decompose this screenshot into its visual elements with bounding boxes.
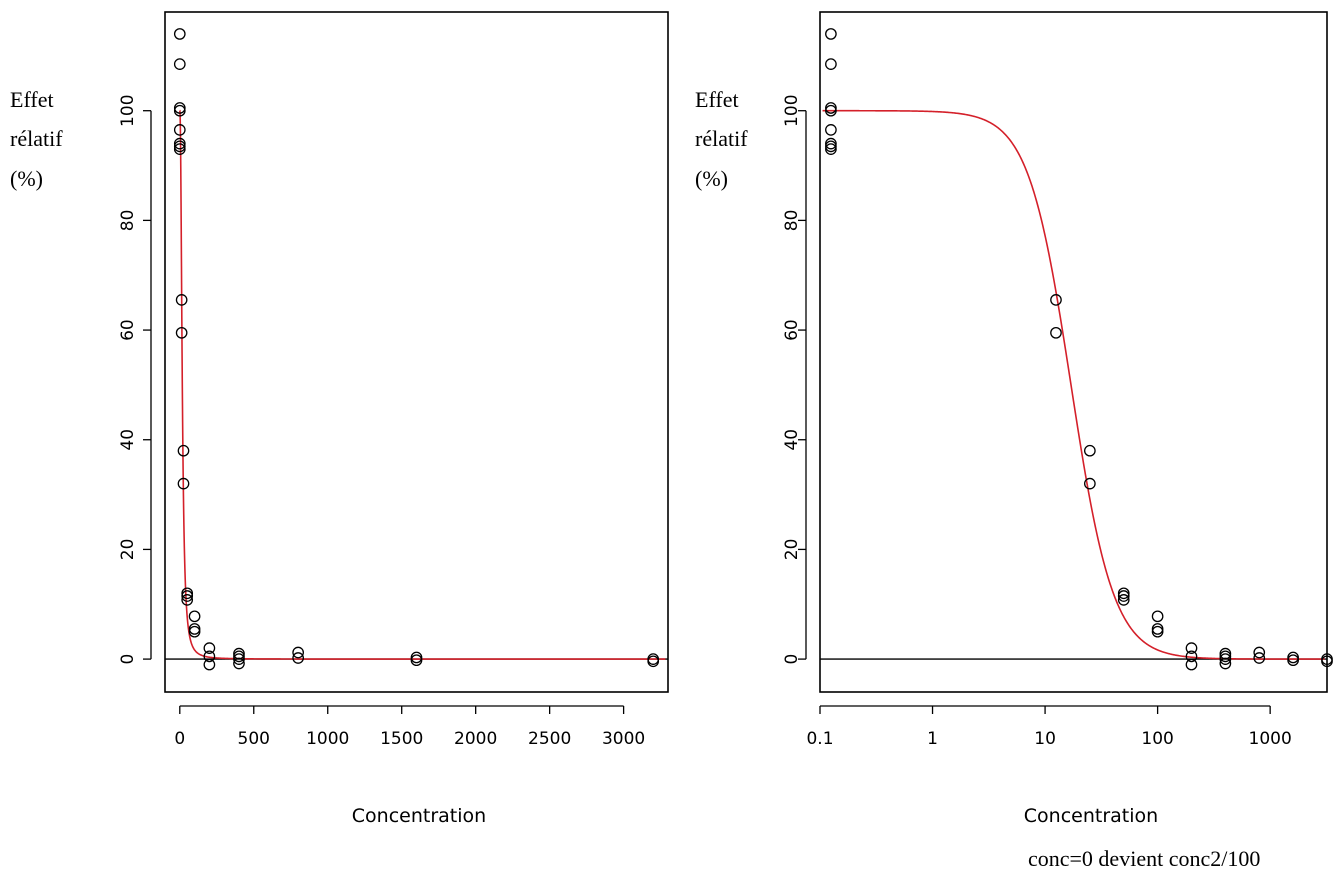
data-point [1084,477,1096,490]
data-point [1151,623,1164,635]
data-point [203,658,216,671]
data-point [173,102,186,114]
data-point [233,650,245,663]
x-tick-label: 3000 [602,729,645,749]
data-point [1117,590,1130,602]
data-point [1185,658,1198,671]
data-point [1117,587,1130,600]
data-point [1185,650,1198,663]
data-point [188,625,201,638]
y-tick-label: 20 [782,539,802,561]
data-point [1219,650,1232,663]
data-point [1084,444,1096,457]
y-axis-label: Effet [10,87,54,112]
y-tick-label: 100 [118,94,138,126]
x-axis-label: Concentration [1024,805,1158,827]
y-tick-label: 60 [118,319,138,341]
data-point [173,124,186,136]
data-point [825,143,837,155]
data-point [1321,655,1333,668]
y-axis-label: Effet [695,87,739,112]
x-tick-label: 500 [238,729,270,749]
y-tick-label: 60 [782,319,802,341]
data-point [203,650,216,663]
data-point [173,58,186,70]
data-point [1050,294,1062,306]
data-point [233,657,245,670]
data-point [1151,610,1164,623]
x-tick-label: 1000 [306,729,349,749]
data-point [173,143,186,155]
y-tick-label: 80 [782,210,802,232]
data-point [410,654,423,667]
data-point [1287,654,1299,667]
x-axis-note: conc=0 devient conc2/100 [1028,846,1260,871]
data-point [188,610,201,623]
y-axis-label: (%) [695,166,728,191]
data-point [181,590,194,602]
data-point [1219,657,1232,670]
y-tick-label: 80 [118,210,138,232]
data-point [177,444,190,457]
data-point [292,646,304,659]
data-point [1253,646,1266,659]
y-axis-label: rélatif [695,126,748,151]
x-tick-label: 10 [1034,729,1056,749]
data-point [233,653,245,665]
x-tick-label: 1 [927,729,938,749]
x-tick-label: 0.1 [806,729,833,749]
y-tick-label: 40 [782,429,802,451]
data-point [1050,326,1062,339]
data-point [1253,652,1266,664]
data-point [173,104,186,117]
data-point [825,140,837,153]
x-tick-label: 2000 [454,729,497,749]
x-tick-label: 0 [174,729,185,749]
data-point [177,477,190,490]
data-point [203,642,216,654]
left-panel-linear-scale: 0 500 1000 1500 2000 2500 3000 0 20 40 60 80 100 Effe… [10,11,669,827]
y-tick-label: 20 [118,539,138,561]
data-point [188,623,201,635]
data-point [1117,594,1130,606]
data-point [173,137,186,150]
x-tick-label: 2500 [528,729,571,749]
x-tick-label: 1500 [380,729,423,749]
y-tick-label: 40 [118,429,138,451]
y-tick-label: 100 [782,94,802,126]
data-point [825,137,837,150]
data-point [647,655,660,668]
fitted-curve [179,109,666,660]
y-axis-label: (%) [10,166,43,191]
data-point [1219,653,1232,665]
plot-frame [819,11,1328,693]
data-point [825,58,837,70]
data-point [173,28,186,40]
data-point [173,140,186,153]
data-point [175,326,188,339]
data-point [825,104,837,117]
x-tick-label: 100 [1141,729,1173,749]
y-axis-label: rélatif [10,126,63,151]
data-point [181,587,194,600]
data-point [1151,625,1164,638]
data-point [1287,651,1299,664]
data-point [1185,642,1198,654]
x-axis-label: Concentration [352,805,486,827]
data-point [292,652,304,664]
data-point [175,294,188,306]
x-tick-label: 1000 [1249,729,1292,749]
data-point [181,594,194,606]
fitted-curve [822,109,1325,660]
y-tick-label: 0 [782,654,802,665]
data-point [410,651,423,664]
data-point [825,124,837,136]
data-point [825,28,837,40]
y-tick-label: 0 [118,654,138,665]
plot-frame [164,11,669,693]
right-panel-log-scale: 0.1 1 10 100 1000 0 20 40 60 80 100 Effet rélatif (%)… [695,11,1333,871]
data-point [825,102,837,114]
